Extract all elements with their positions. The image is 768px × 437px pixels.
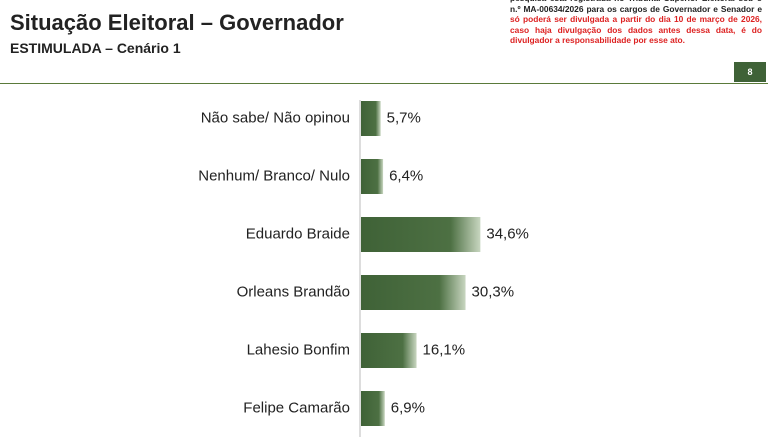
subtitle: ESTIMULADA – Cenário 1 [10,40,181,56]
value-label: 30,3% [472,283,515,300]
bar [361,217,481,252]
category-label: Nenhum/ Branco/ Nulo [198,167,350,184]
value-label: 5,7% [387,109,421,126]
page-number: 8 [734,62,766,82]
value-label: 6,9% [391,399,425,416]
category-label: Lahesio Bonfim [247,341,350,358]
disclaimer-warning: só poderá ser divulgada a partir do dia … [510,14,762,46]
category-label: Felipe Camarão [243,399,350,416]
category-label: Não sabe/ Não opinou [201,109,350,126]
category-label: Orleans Brandão [237,283,350,300]
disclaimer-text: pesquisa está registrada no Tribunal Sup… [510,0,762,14]
bar [361,333,417,368]
disclaimer: pesquisa está registrada no Tribunal Sup… [510,0,762,46]
value-label: 6,4% [389,167,423,184]
value-label: 34,6% [486,225,529,242]
bar [361,391,385,426]
value-label: 16,1% [423,341,466,358]
bar [361,101,381,136]
bar [361,159,384,194]
bar [361,275,466,310]
category-label: Eduardo Braide [246,225,350,242]
title: Situação Eleitoral – Governador [10,10,344,35]
header-rule [0,83,768,84]
